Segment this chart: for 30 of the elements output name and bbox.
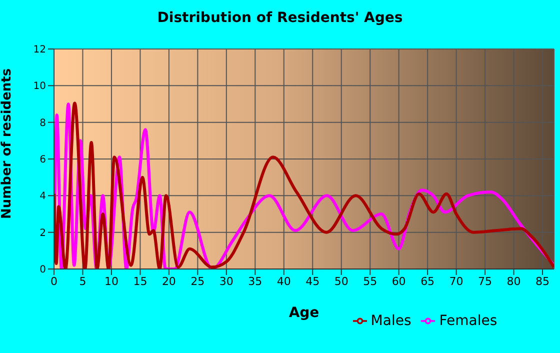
x-tick-label: 50 [334, 274, 348, 288]
y-tick-label: 12 [33, 44, 46, 56]
y-tick-label: 8 [40, 118, 46, 129]
x-tick-label: 60 [392, 274, 406, 288]
legend-label: Females [439, 313, 498, 329]
x-tick-label: 5 [79, 274, 86, 288]
y-tick-label: 2 [40, 228, 46, 239]
x-tick-label: 15 [133, 274, 148, 288]
x-tick-label: 75 [478, 274, 492, 288]
x-tick-label: 80 [506, 274, 521, 288]
legend-label: Males [370, 313, 412, 329]
x-tick-label: 45 [306, 274, 320, 288]
x-tick-label: 20 [162, 274, 176, 288]
y-tick-label: 6 [40, 154, 46, 166]
x-tick-label: 70 [449, 274, 464, 288]
x-tick-label: 10 [104, 274, 118, 288]
y-tick-label: 10 [33, 81, 46, 92]
x-tick-label: 0 [50, 274, 58, 288]
chart-title: Distribution of Residents' Ages [156, 10, 404, 26]
y-axis-title: Number of residents [0, 68, 15, 219]
x-tick-label: 40 [276, 274, 291, 288]
x-tick-label: 25 [190, 274, 205, 288]
x-tick-label: 65 [420, 274, 435, 288]
y-tick-label: 4 [40, 191, 46, 202]
x-tick-label: 30 [219, 274, 234, 288]
x-tick-label: 85 [536, 274, 550, 288]
y-tick-label: 0 [40, 264, 46, 276]
x-tick-label: 55 [363, 274, 378, 288]
x-tick-label: 35 [248, 274, 262, 288]
x-axis-title: Age [288, 305, 320, 321]
